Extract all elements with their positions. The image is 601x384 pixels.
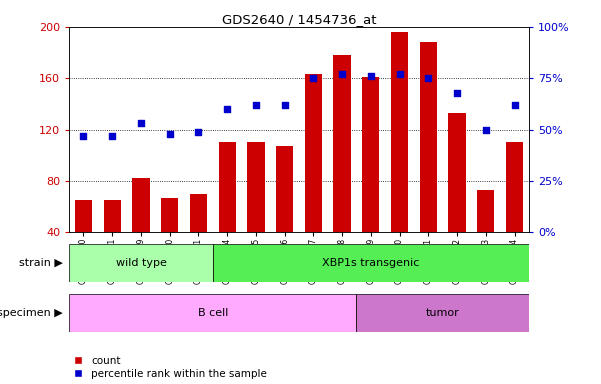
Point: [79, 133, 88, 139]
Text: B cell: B cell: [198, 308, 228, 318]
Bar: [75, 200, 92, 232]
Bar: [276, 146, 293, 232]
Point: [366, 73, 376, 79]
Bar: [132, 179, 150, 232]
Bar: [305, 74, 322, 232]
Bar: [69, 244, 213, 282]
Bar: [362, 77, 379, 232]
Point: [165, 131, 174, 137]
Bar: [477, 190, 495, 232]
Text: XBP1s transgenic: XBP1s transgenic: [322, 258, 419, 268]
Point: [251, 102, 261, 108]
Point: [280, 102, 290, 108]
Bar: [247, 142, 264, 232]
Bar: [506, 142, 523, 232]
Point: [108, 133, 117, 139]
Point: [481, 126, 490, 132]
Text: tumor: tumor: [426, 308, 460, 318]
Point: [194, 129, 203, 135]
Bar: [219, 142, 236, 232]
Point: [222, 106, 232, 112]
Bar: [69, 294, 356, 332]
Point: [395, 71, 404, 77]
Point: [337, 71, 347, 77]
Text: specimen ▶: specimen ▶: [0, 308, 63, 318]
Point: [510, 102, 519, 108]
Point: [308, 75, 318, 81]
Title: GDS2640 / 1454736_at: GDS2640 / 1454736_at: [222, 13, 376, 26]
Bar: [356, 294, 529, 332]
Text: strain ▶: strain ▶: [19, 258, 63, 268]
Bar: [213, 244, 529, 282]
Bar: [419, 42, 437, 232]
Point: [424, 75, 433, 81]
Legend: count, percentile rank within the sample: count, percentile rank within the sample: [75, 356, 267, 379]
Point: [136, 120, 146, 126]
Point: [452, 89, 462, 96]
Bar: [190, 194, 207, 232]
Text: wild type: wild type: [115, 258, 166, 268]
Bar: [334, 55, 351, 232]
Bar: [161, 198, 178, 232]
Bar: [103, 200, 121, 232]
Bar: [448, 113, 466, 232]
Bar: [391, 32, 408, 232]
